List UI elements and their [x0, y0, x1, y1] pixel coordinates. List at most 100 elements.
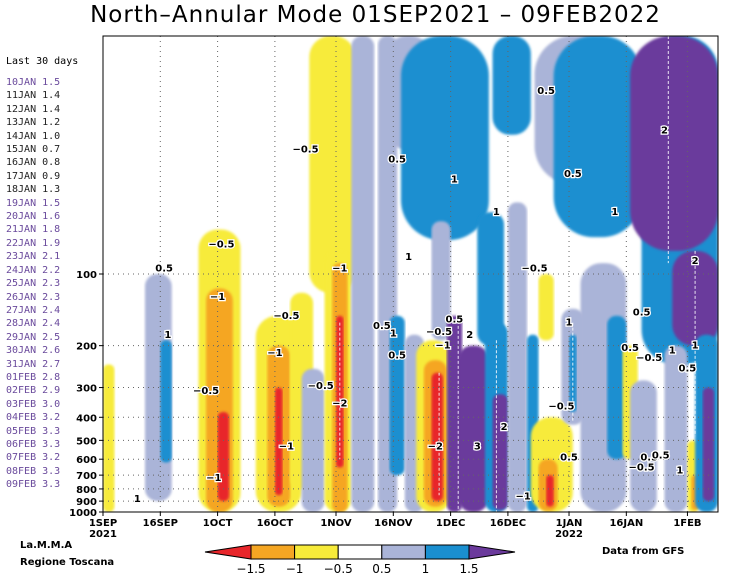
last-days-entry: 01FEB 2.8 — [6, 371, 60, 384]
x-tick-label: 1DEC — [436, 518, 465, 529]
colorbar-segment — [381, 544, 426, 560]
last-days-entry: 23JAN 2.1 — [6, 250, 60, 263]
field-region — [431, 372, 443, 502]
field-region — [492, 36, 531, 135]
field-region — [431, 221, 451, 341]
colorbar-label: 1.5 — [459, 562, 478, 576]
field-region — [401, 36, 489, 240]
x-tick-label: 1FEB — [673, 518, 701, 529]
y-tick-label: 500 — [76, 436, 97, 447]
entry-date: 22JAN — [6, 237, 37, 249]
field-region — [630, 36, 718, 251]
contour-label: 0.5 — [155, 264, 173, 275]
x-tick-label: 16NOV — [374, 518, 413, 529]
entry-date: 15JAN — [6, 144, 37, 156]
x-tick-label: 1SEP — [89, 518, 117, 529]
contour-label: 0.5 — [388, 351, 406, 362]
last-days-entry: 26JAN 2.3 — [6, 291, 60, 304]
last-days-entry: 02FEB 2.9 — [6, 384, 60, 397]
contour-label: 1 — [676, 466, 683, 477]
entry-date: 12JAN — [6, 103, 37, 115]
contour-label: 2 — [661, 126, 668, 137]
last-days-entry: 16JAN 0.8 — [6, 156, 60, 169]
last-days-entry: 07FEB 3.2 — [6, 451, 60, 464]
x-tick-label: 1OCT — [203, 518, 233, 529]
last-days-entry: 08FEB 3.3 — [6, 465, 60, 478]
contour-label: 1 — [669, 346, 676, 357]
credit-lamma: La.M.M.A — [20, 540, 73, 551]
last-days-entry: 09FEB 3.3 — [6, 478, 60, 491]
x-tick-year: 2021 — [89, 529, 117, 540]
contour-label: 1 — [493, 207, 500, 218]
entry-date: 08FEB — [6, 465, 37, 477]
contour-label: −0.5 — [636, 353, 662, 364]
entry-date: 16JAN — [6, 157, 37, 169]
entry-value: 3.3 — [42, 479, 61, 491]
entry-date: 10JAN — [6, 77, 37, 88]
entry-value: 1.4 — [42, 103, 61, 115]
entry-date: 02FEB — [6, 385, 37, 397]
entry-value: 1.6 — [42, 211, 61, 223]
entry-date: 09FEB — [6, 479, 37, 491]
contour-label: 0.5 — [679, 364, 697, 375]
entry-value: 2.7 — [42, 358, 61, 370]
colorbar-label: −1.5 — [236, 562, 265, 576]
entry-value: 3.2 — [42, 452, 61, 464]
entry-date: 17JAN — [6, 170, 37, 182]
last-days-entry: 21JAN 1.8 — [6, 223, 60, 236]
y-tick-label: 200 — [76, 342, 97, 353]
entry-date: 19JAN — [6, 197, 37, 209]
entry-date: 28JAN — [6, 318, 37, 330]
field-region — [351, 36, 375, 512]
x-tick-label: 16DEC — [490, 518, 526, 529]
last-days-entry: 17JAN 0.9 — [6, 170, 60, 183]
entry-date: 11JAN — [6, 90, 37, 102]
contour-label: −0.5 — [308, 381, 334, 392]
entry-value: 0.9 — [42, 170, 61, 182]
entry-date: 21JAN — [6, 224, 37, 236]
colorbar-label: −0.5 — [324, 562, 353, 576]
entry-date: 06FEB — [6, 438, 37, 450]
last-days-entry: 18JAN 1.3 — [6, 183, 60, 196]
entry-date: 30JAN — [6, 345, 37, 357]
entry-value: 1.0 — [42, 130, 61, 142]
last-days-entry: 14JAN 1.0 — [6, 130, 60, 143]
entry-value: 1.9 — [42, 237, 61, 249]
x-tick-label: 16OCT — [257, 518, 294, 529]
entry-value: 2.5 — [42, 331, 61, 343]
y-tick-label: 300 — [76, 384, 97, 395]
colorbar-segment — [424, 544, 470, 560]
contour-label: −2 — [428, 441, 443, 452]
contour-label: 0.5 — [446, 314, 464, 325]
last-days-entry: 19JAN 1.5 — [6, 197, 60, 210]
last-days-heading: Last 30 days — [6, 56, 79, 67]
field-region — [458, 345, 489, 512]
field-region — [607, 315, 627, 460]
entry-value: 2.4 — [42, 304, 61, 316]
y-tick-label: 400 — [76, 413, 97, 424]
field-region — [553, 36, 642, 238]
last-days-entry: 05FEB 3.3 — [6, 425, 60, 438]
entry-value: 0.7 — [42, 144, 61, 156]
field-region — [389, 315, 405, 476]
last-days-entry: 10JAN 1.5 — [6, 76, 60, 89]
field-region — [477, 212, 504, 346]
x-tick-label: 1JAN — [556, 518, 583, 529]
y-tick-label: 1000 — [69, 508, 97, 519]
entry-value: 3.0 — [42, 398, 61, 410]
colorbar-label: 0.5 — [372, 562, 391, 576]
y-tick-label: 100 — [76, 270, 97, 281]
contour-label: −1 — [267, 348, 282, 359]
contour-label: −1 — [516, 491, 531, 502]
field-region — [103, 364, 115, 512]
entry-value: 2.9 — [42, 385, 61, 397]
entry-date: 20JAN — [6, 211, 37, 223]
contour-label: −0.5 — [548, 401, 574, 412]
entry-value: 0.8 — [42, 157, 61, 169]
contour-label: 3 — [474, 441, 481, 452]
contour-label: −0.5 — [193, 386, 219, 397]
entry-value: 1.8 — [42, 224, 61, 236]
colorbar-label: −1 — [286, 562, 304, 576]
colorbar-label: 1 — [422, 562, 430, 576]
